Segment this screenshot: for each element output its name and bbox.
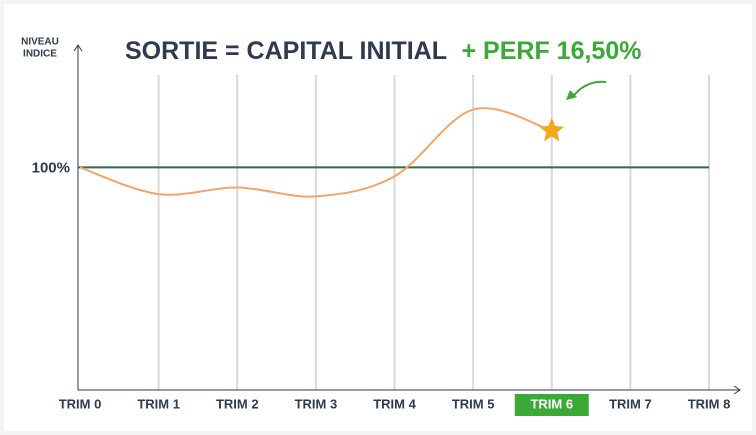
background: [4, 4, 752, 431]
x-tick-label: TRIM 0: [59, 396, 102, 411]
x-tick-label: TRIM 6: [530, 396, 573, 411]
star-marker: [539, 117, 565, 142]
y-axis-label: NIVEAU: [21, 37, 59, 48]
highlight: [514, 394, 589, 416]
chart-title: SORTIE = CAPITAL INITIAL + PERF 16,50%: [125, 37, 641, 65]
x-tick-label: TRIM 2: [216, 396, 259, 411]
title-part: SORTIE = CAPITAL INITIAL: [125, 37, 447, 65]
x-tick-label: TRIM 5: [452, 396, 495, 411]
x-tick-label: TRIM 3: [295, 396, 338, 411]
arrow-head: [566, 90, 577, 100]
y-tick-label: 100%: [32, 159, 70, 176]
y-axis-arrow: [73, 44, 83, 52]
line: [79, 107, 553, 198]
x-tick-label: TRIM 4: [373, 396, 416, 411]
title-part: + PERF 16,50%: [462, 37, 642, 65]
y-axis-label: INDICE: [23, 49, 57, 60]
x-axis-arrow: [733, 385, 741, 395]
x-tick-label: TRIM 8: [688, 396, 731, 411]
x-tick-label: TRIM 7: [609, 396, 652, 411]
x-tick-label: TRIM 1: [137, 396, 180, 411]
